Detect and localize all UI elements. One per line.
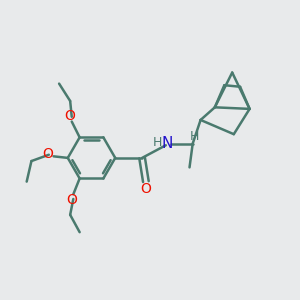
Text: O: O (65, 109, 76, 123)
Text: O: O (42, 147, 53, 161)
Text: N: N (162, 136, 173, 151)
Text: O: O (140, 182, 151, 196)
Text: O: O (66, 193, 77, 207)
Text: H: H (190, 130, 199, 143)
Text: H: H (153, 136, 163, 149)
